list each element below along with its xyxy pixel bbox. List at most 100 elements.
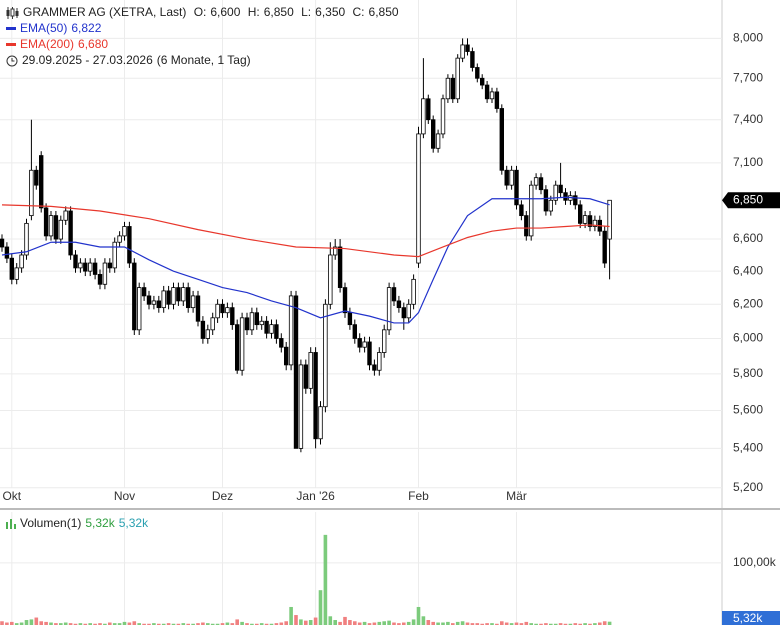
last-price-tag <box>722 192 780 209</box>
y-tick-label: 5,800 <box>733 366 763 380</box>
volume-bar <box>274 623 279 625</box>
y-tick-label: 7,400 <box>733 112 763 126</box>
candle-body <box>24 222 29 256</box>
candle-body <box>73 254 78 269</box>
volume-bar <box>210 623 215 625</box>
volume-bar <box>573 623 578 625</box>
volume-bar <box>186 623 190 625</box>
volume-bar <box>157 623 161 625</box>
period: (6 Monate, 1 Tag) <box>156 53 251 67</box>
volume-bar <box>289 606 293 625</box>
candle-body <box>303 364 308 389</box>
candle-body <box>509 169 514 186</box>
candle-body <box>141 287 147 297</box>
volume-bar <box>441 622 445 625</box>
candle-body <box>234 324 240 371</box>
volume-bar <box>269 623 274 625</box>
volume-bar <box>475 623 480 625</box>
title: GRAMMER AG (XETRA, Last) <box>23 5 187 19</box>
candle-body <box>112 241 117 269</box>
ohlc-value: 6,350 <box>315 5 346 19</box>
candle-body <box>426 98 431 121</box>
candle-body <box>529 184 534 237</box>
candle-body <box>181 287 186 302</box>
candle-body <box>470 51 475 68</box>
volume-bar <box>63 622 68 625</box>
volume-bar <box>553 623 558 625</box>
volume-bar <box>245 623 249 625</box>
volume-bar <box>93 623 97 625</box>
volume-bar <box>78 623 83 625</box>
candle-body <box>352 324 357 339</box>
last-volume-tag <box>722 611 780 625</box>
candle-body <box>563 192 568 201</box>
legend-row: EMA(200) 6,680 <box>0 36 112 52</box>
candle-icon <box>6 6 19 19</box>
volume-bar <box>348 620 352 625</box>
volume-bar <box>593 623 597 625</box>
candle-body <box>602 230 607 264</box>
ohlc-value: 6,850 <box>368 5 399 19</box>
date-range: 29.09.2025 - 27.03.2026 <box>22 53 153 67</box>
volume-bar <box>495 623 499 625</box>
candle-body <box>445 77 451 100</box>
volume-bar <box>24 620 29 625</box>
candle-body <box>430 119 436 149</box>
volume-bar <box>416 606 421 625</box>
volume-bar <box>10 621 14 625</box>
y-tick-label: 7,700 <box>733 70 763 84</box>
candle-body <box>43 207 49 237</box>
volume-bar <box>235 619 239 625</box>
candle-body <box>386 287 392 331</box>
ohlc-key: O: <box>193 5 207 19</box>
legend-value: 6,822 <box>71 21 102 35</box>
x-tick-label: Dez <box>212 489 233 503</box>
candle-body <box>97 274 103 285</box>
volume-bar <box>142 623 146 625</box>
candle-body <box>279 338 284 348</box>
last-volume-label: 5,32k <box>733 611 763 625</box>
volume-bar <box>313 617 318 625</box>
candle-body <box>318 406 323 440</box>
volume-bar <box>367 623 372 625</box>
volume-bar <box>98 623 102 625</box>
ema-line <box>1 204 610 258</box>
candle-body <box>151 300 157 305</box>
candle-body <box>19 254 24 269</box>
candle-body <box>156 300 161 309</box>
volume-bar <box>588 623 592 625</box>
volume-bar <box>14 623 19 625</box>
candle-body <box>68 210 73 256</box>
volume-bar <box>568 623 573 625</box>
volume-bar <box>455 621 460 625</box>
candle-body <box>367 341 372 366</box>
candle-body <box>381 329 387 353</box>
volume-bar <box>191 623 195 625</box>
candle-body <box>146 295 152 305</box>
volume-bar <box>534 623 538 625</box>
candle-body <box>29 169 34 217</box>
volume-bar <box>318 590 323 625</box>
ohlc-key: C: <box>352 5 365 19</box>
volume-bar <box>362 621 367 625</box>
volume-bar <box>83 623 88 625</box>
candle-body <box>63 210 68 221</box>
volume-bar <box>333 620 337 625</box>
candle-body <box>538 177 544 191</box>
candle-body <box>107 262 112 269</box>
candle-body <box>283 346 289 366</box>
volume-bar <box>544 623 548 625</box>
ohlc-value: 6,850 <box>263 5 294 19</box>
candle-body <box>117 235 122 243</box>
candle-body <box>484 84 490 100</box>
volume-bar <box>152 623 156 625</box>
candle-body <box>440 98 446 135</box>
candle-body <box>494 91 500 109</box>
volume-bar <box>250 623 254 625</box>
candle-body <box>264 320 269 334</box>
volume-bar <box>504 622 509 625</box>
volume-bar <box>353 621 357 625</box>
candle-body <box>161 290 166 309</box>
